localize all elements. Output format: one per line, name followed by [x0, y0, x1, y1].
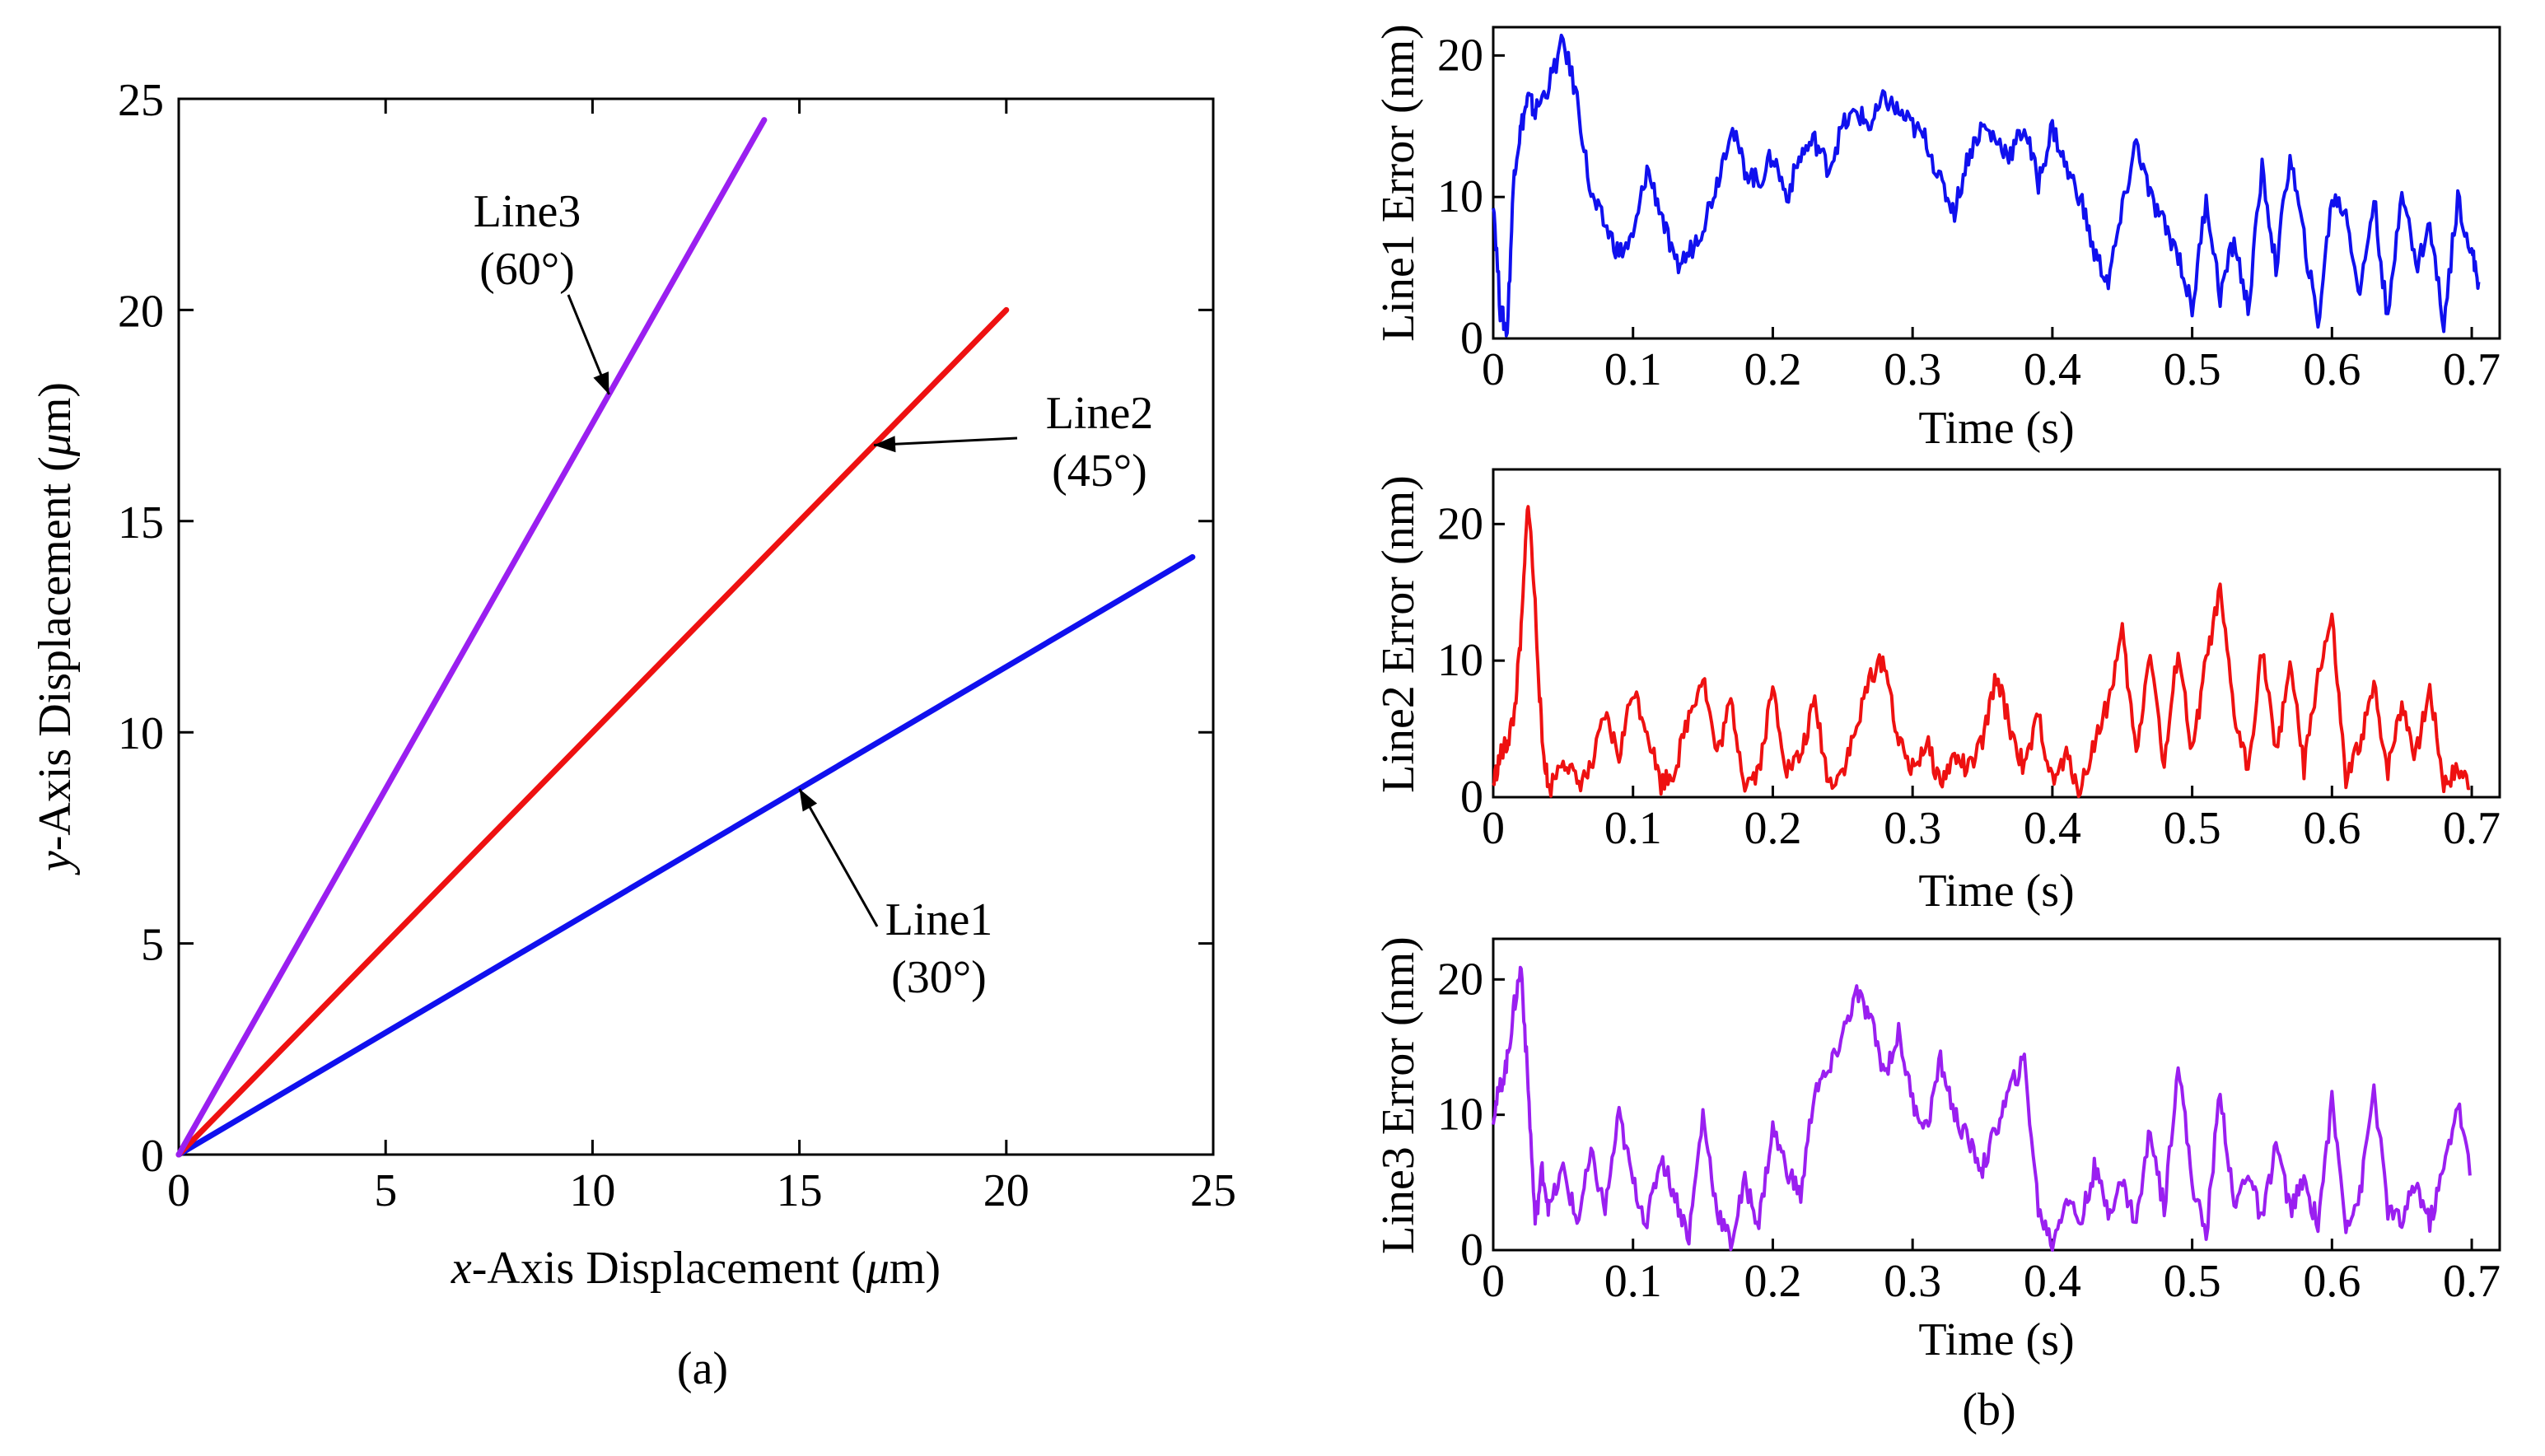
panel-b3-y-axis-label: Line3 Error (nm) [1373, 936, 1424, 1254]
panel-b2-xtick-label: 0.6 [2303, 803, 2361, 854]
panel-b1-y-axis-label: Line1 Error (nm) [1373, 24, 1424, 342]
panel-a-line2-label: Line2 [1046, 388, 1154, 439]
panel-a-line3-line [175, 117, 768, 1158]
panel-a-xtick-label: 20 [983, 1165, 1030, 1216]
panel-b1-series-line [1492, 33, 2481, 338]
panel-a-line1-arrowhead [799, 788, 818, 812]
panel-b1-xtick-label: 0.5 [2164, 344, 2221, 395]
panel-a-caption: (a) [677, 1343, 728, 1394]
panel-b3-xtick-label: 0.1 [1604, 1256, 1662, 1307]
panel-b3-ticks: 0 0.1 0.2 0.3 0.4 0.5 0.6 0.7 0 10 20 [1437, 954, 2501, 1307]
panel-a-line1-label: Line1 [885, 894, 993, 945]
panel-b2-frame [1492, 468, 2501, 799]
panel-a-xtick-label: 5 [374, 1165, 397, 1216]
panel-b2-xtick-label: 0.1 [1604, 803, 1662, 854]
panel-b1-xtick-label: 0 [1482, 344, 1505, 395]
panel-a-ytick-label: 15 [118, 497, 164, 548]
panel-a-ytick-label: 10 [118, 708, 164, 759]
panel-a-line2-line [175, 306, 1010, 1158]
panel-b2-ytick-label: 20 [1437, 498, 1483, 549]
panel-b-caption: (b) [1962, 1384, 2015, 1435]
panel-b1-xtick-label: 0.7 [2443, 344, 2501, 395]
panel-a-line2-angle: (45°) [1052, 446, 1147, 497]
panel-b1-x-axis-label: Time (s) [1918, 403, 2074, 454]
panel-b2-xtick-label: 0.4 [2024, 803, 2081, 854]
panel-b3-x-axis-label: Time (s) [1918, 1314, 2074, 1365]
panel-b2-series-line [1492, 505, 2471, 799]
panel-b3-xtick-label: 0.6 [2303, 1256, 2361, 1307]
panel-b3-xtick-label: 0.2 [1744, 1256, 1801, 1307]
panel-a-ytick-label: 5 [141, 920, 164, 971]
panel-b2-xtick-label: 0.7 [2443, 803, 2501, 854]
panel-b2-ytick-label: 0 [1460, 772, 1483, 823]
panel-b2-line2-error: 0 0.1 0.2 0.3 0.4 0.5 0.6 0.7 0 10 20 Time (s) Lin… [1373, 468, 2501, 917]
panel-a-ytick-label: 20 [118, 286, 164, 337]
panel-b1-ytick-label: 20 [1437, 30, 1483, 81]
panel-a-line2-arrow [873, 436, 1018, 446]
panel-b3-series-line [1492, 965, 2472, 1252]
panel-b2-xtick-label: 0.2 [1744, 803, 1801, 854]
panel-b3-xtick-label: 0.4 [2024, 1256, 2081, 1307]
panel-b3-line3-error: 0 0.1 0.2 0.3 0.4 0.5 0.6 0.7 0 10 20 Time (s) Lin… [1373, 936, 2501, 1365]
panel-a-line2-arrowhead [874, 436, 896, 453]
panel-b2-ytick-label: 10 [1437, 635, 1483, 686]
panel-a-line3-angle: (60°) [479, 244, 575, 295]
panel-a-line1-arrow [798, 788, 879, 927]
panel-b1-xtick-label: 0.2 [1744, 344, 1801, 395]
panel-b1-xtick-label: 0.4 [2024, 344, 2081, 395]
panel-b3-xtick-label: 0 [1482, 1256, 1505, 1307]
panel-b2-xtick-label: 0.5 [2164, 803, 2221, 854]
panel-b3-ytick-label: 0 [1460, 1225, 1483, 1276]
panel-a-x-axis-label: x-Axis Displacement (μm) [451, 1243, 941, 1294]
panel-b1-ticks: 0 0.1 0.2 0.3 0.4 0.5 0.6 0.7 0 10 20 [1437, 30, 2501, 395]
panel-a-series [175, 117, 1196, 1158]
panel-a-line3-arrowhead [593, 371, 609, 394]
panel-a-line3-label: Line3 [474, 186, 581, 237]
panel-b3-xtick-label: 0.3 [1884, 1256, 1941, 1307]
panel-b3-frame [1492, 937, 2501, 1252]
panel-b2-x-axis-label: Time (s) [1918, 866, 2074, 917]
panel-a-annotations: Line1 (30°) Line2 (45°) Line3 (60°) [474, 186, 1154, 1003]
panel-b1-xtick-label: 0.6 [2303, 344, 2361, 395]
panel-b1-ytick-label: 10 [1437, 171, 1483, 222]
panel-b2-ticks: 0 0.1 0.2 0.3 0.4 0.5 0.6 0.7 0 10 20 [1437, 498, 2501, 854]
panel-a-line1-line [175, 553, 1196, 1158]
panel-a-xtick-label: 0 [167, 1165, 190, 1216]
panel-a-y-axis-label: y-Axis Displacement (μm) [30, 382, 81, 875]
panel-b1-line1-error: 0 0.1 0.2 0.3 0.4 0.5 0.6 0.7 0 10 20 Time (s) Lin… [1373, 24, 2501, 454]
panel-a-frame [177, 97, 1215, 1156]
panel-b3-ytick-label: 10 [1437, 1090, 1483, 1141]
panel-a-xtick-label: 25 [1190, 1165, 1236, 1216]
panel-b1-xtick-label: 0.3 [1884, 344, 1941, 395]
panel-b2-y-axis-label: Line2 Error (nm) [1373, 475, 1424, 793]
panel-b2-xtick-label: 0.3 [1884, 803, 1941, 854]
panel-b1-ytick-label: 0 [1460, 313, 1483, 364]
panel-a-ytick-label: 0 [141, 1131, 164, 1182]
panel-a-displacement: 0 5 10 15 20 25 0 5 10 15 20 25 Line1 (30°) Line2 (45°… [30, 75, 1236, 1394]
panel-b3-ytick-label: 20 [1437, 954, 1483, 1005]
panel-b3-xtick-label: 0.5 [2164, 1256, 2221, 1307]
panel-b1-frame [1492, 26, 2501, 340]
panel-a-line1-angle: (30°) [891, 952, 987, 1003]
panel-b2-xtick-label: 0 [1482, 803, 1505, 854]
panel-a-ytick-label: 25 [118, 75, 164, 126]
panel-b3-xtick-label: 0.7 [2443, 1256, 2501, 1307]
panel-a-xtick-label: 10 [569, 1165, 615, 1216]
panel-a-xtick-label: 15 [777, 1165, 823, 1216]
panel-b1-xtick-label: 0.1 [1604, 344, 1662, 395]
panel-a-ticks: 0 5 10 15 20 25 0 5 10 15 20 25 [118, 75, 1236, 1216]
